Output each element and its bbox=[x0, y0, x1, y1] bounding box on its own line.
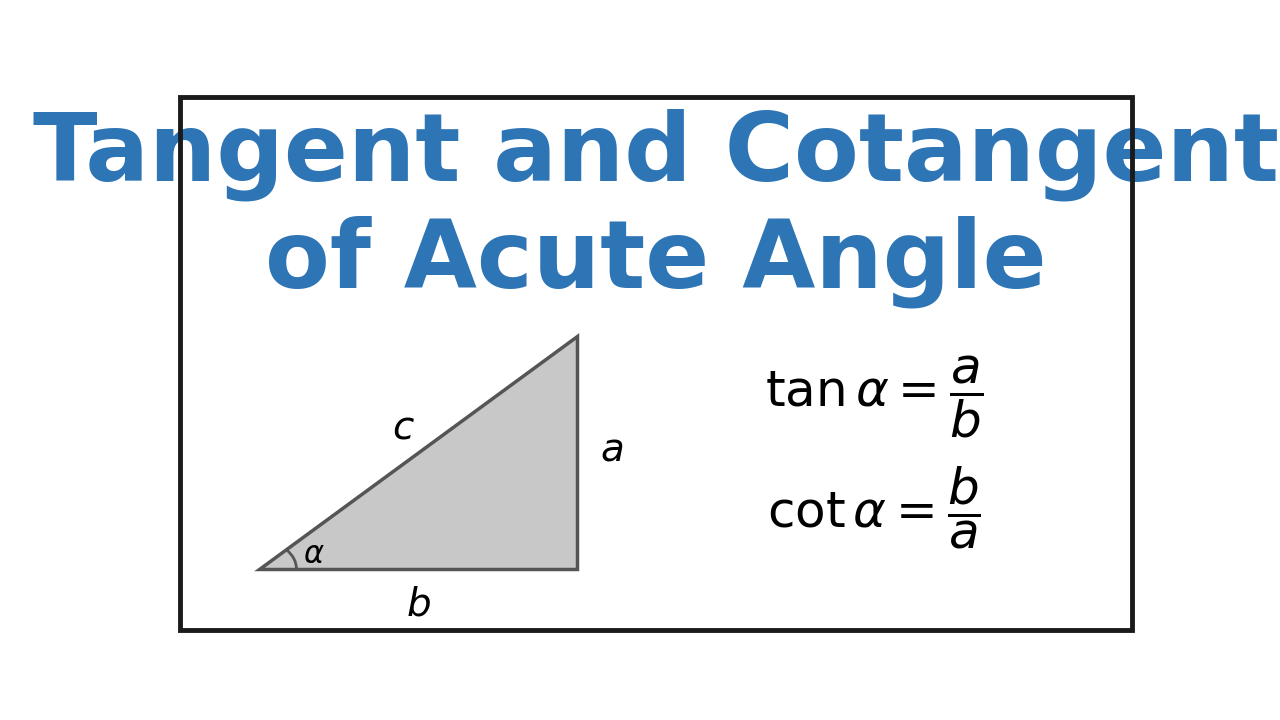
Text: $a$: $a$ bbox=[600, 431, 623, 469]
Text: $b$: $b$ bbox=[406, 586, 430, 624]
Text: Tangent and Cotangent
of Acute Angle: Tangent and Cotangent of Acute Angle bbox=[33, 109, 1279, 308]
Text: $\alpha$: $\alpha$ bbox=[303, 541, 325, 570]
Text: $\tan \alpha = \dfrac{a}{b}$: $\tan \alpha = \dfrac{a}{b}$ bbox=[765, 354, 983, 440]
Text: $\cot \alpha = \dfrac{b}{a}$: $\cot \alpha = \dfrac{b}{a}$ bbox=[767, 464, 982, 551]
Text: $c$: $c$ bbox=[392, 408, 415, 446]
Polygon shape bbox=[259, 336, 576, 569]
